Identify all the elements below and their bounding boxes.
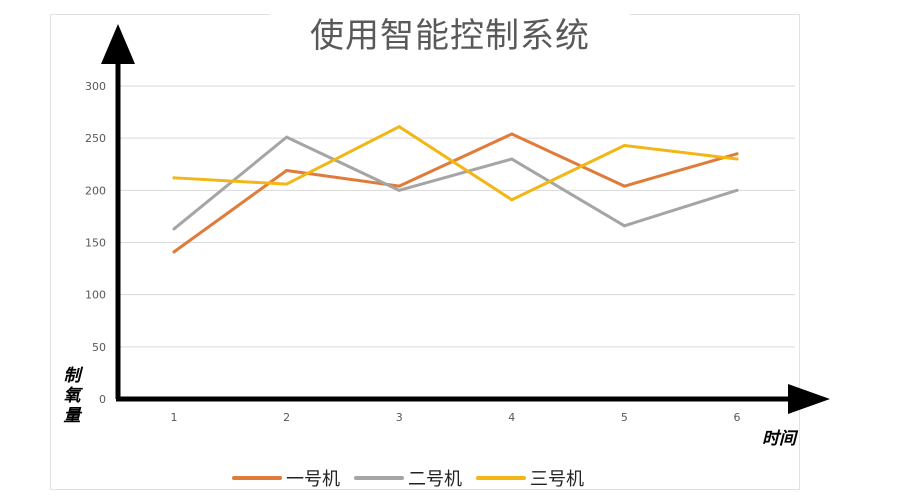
data-point	[397, 125, 401, 129]
data-point	[622, 143, 626, 147]
legend-label: 三号机	[530, 469, 584, 490]
data-point	[735, 152, 739, 156]
x-tick-label: 6	[734, 411, 741, 424]
y-axis-label: 制氧量	[62, 366, 82, 426]
x-tick-label: 4	[508, 411, 515, 424]
y-tick-label: 200	[85, 184, 106, 197]
data-point	[735, 157, 739, 161]
data-point	[510, 198, 514, 202]
x-tick-label: 3	[396, 411, 403, 424]
y-axis-label-char: 量	[63, 406, 81, 426]
y-tick-label: 150	[85, 237, 106, 250]
data-point	[172, 250, 176, 254]
y-axis-label-char: 氧	[63, 386, 81, 406]
legend-swatch	[232, 476, 282, 480]
data-point	[172, 227, 176, 231]
series-line	[172, 132, 739, 254]
legend-item: 三号机	[476, 465, 584, 491]
y-axis-label-char: 制	[63, 366, 81, 386]
y-axis-arrowhead	[101, 24, 135, 64]
y-tick-label: 300	[85, 80, 106, 93]
series-line	[172, 135, 739, 231]
legend-label: 二号机	[408, 469, 462, 490]
series-line	[172, 125, 739, 202]
y-tick-label: 100	[85, 289, 106, 302]
x-tick-label: 2	[283, 411, 290, 424]
data-point	[397, 188, 401, 192]
data-point	[510, 157, 514, 161]
title-background	[270, 4, 630, 54]
x-axis-label: 时间	[762, 429, 796, 449]
legend-label: 一号机	[286, 469, 340, 490]
legend-swatch	[354, 476, 404, 480]
legend-item: 二号机	[354, 465, 462, 491]
data-point	[285, 169, 289, 173]
data-point	[622, 224, 626, 228]
x-tick-label: 1	[171, 411, 178, 424]
data-point	[735, 188, 739, 192]
data-point	[285, 182, 289, 186]
legend: 一号机 二号机 三号机	[232, 462, 590, 494]
y-tick-label: 250	[85, 132, 106, 145]
y-tick-label: 50	[92, 341, 106, 354]
data-point	[510, 132, 514, 136]
data-point	[285, 135, 289, 139]
data-point	[397, 184, 401, 188]
x-tick-label: 5	[621, 411, 628, 424]
legend-swatch	[476, 476, 526, 480]
chart-title: 使用智能控制系统	[310, 16, 590, 56]
data-point	[172, 176, 176, 180]
legend-item: 一号机	[232, 465, 340, 491]
x-axis-arrowhead	[788, 384, 830, 414]
data-point	[622, 184, 626, 188]
y-tick-label: 0	[99, 393, 106, 406]
